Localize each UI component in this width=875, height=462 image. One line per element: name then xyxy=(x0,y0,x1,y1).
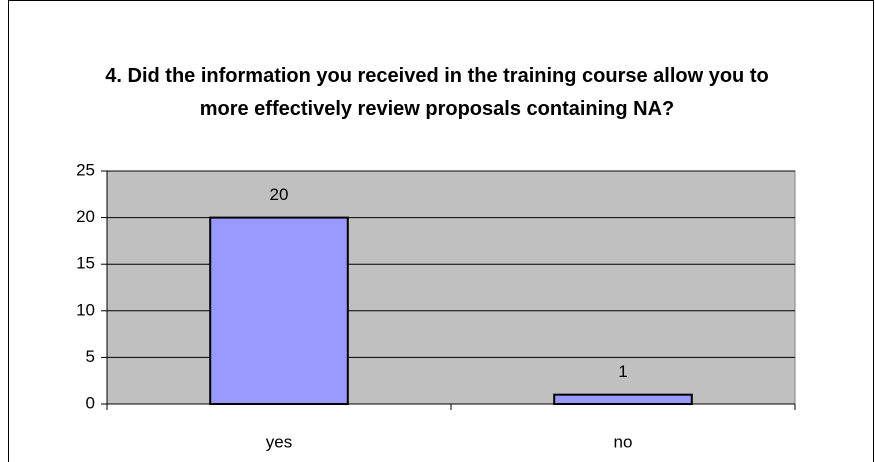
y-tick-label: 20 xyxy=(76,207,95,226)
x-tick-label: no xyxy=(614,432,633,451)
chart-title: 4. Did the information you received in t… xyxy=(105,65,769,120)
data-label: 1 xyxy=(618,362,627,381)
data-label: 20 xyxy=(270,185,289,204)
bar xyxy=(553,393,693,405)
y-tick-label: 0 xyxy=(86,393,95,412)
x-tick-label: yes xyxy=(266,432,292,451)
bar xyxy=(209,216,349,405)
y-tick-label: 25 xyxy=(76,160,95,179)
y-tick-label: 15 xyxy=(76,254,95,273)
y-tick-label: 10 xyxy=(76,300,95,319)
y-tick-label: 5 xyxy=(86,347,95,366)
